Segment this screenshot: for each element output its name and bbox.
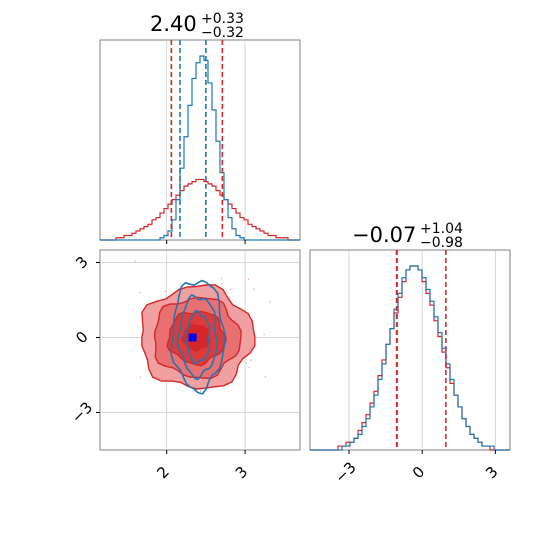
joint-scatter-point (228, 296, 231, 299)
joint-truth-marker-square (188, 333, 197, 342)
marginal-panel-param1-grid (166, 40, 246, 240)
joint-panel-contours (141, 279, 256, 395)
param1-title-upper-error: +0.33 (201, 11, 244, 27)
param2-title-upper-error: +1.04 (420, 221, 463, 237)
param2-title-lower-error: −0.98 (420, 235, 463, 251)
param2-hist-blue (310, 265, 510, 451)
param2-tick-label-2: 3 (482, 463, 501, 482)
joint-panel-y-ticks: −3 0 3 (68, 253, 100, 427)
joint-contour-blue-0 (170, 279, 226, 395)
param2-tick-label-1: 0 (409, 463, 428, 482)
marginal-panel-param2-quantile-lines (395, 250, 447, 450)
marginal-panel-param1-ticks (166, 240, 246, 244)
joint-scatter-point (134, 260, 136, 262)
joint-scatter-point (264, 375, 267, 378)
marginal-panel-param1-quantile-lines (170, 40, 224, 240)
marginal-panel-param2-grid (348, 250, 496, 450)
joint-scatter-point (269, 301, 271, 303)
param1-hist-red (100, 178, 300, 241)
param1-title-value: 2.40 (150, 12, 197, 36)
joint-scatter-point (199, 390, 202, 392)
joint-y-tick-label-1: 0 (72, 328, 91, 347)
joint-panel-truth-marker (188, 333, 197, 342)
marginal-panel-param2: −3 0 3 −0.07 +1.04 −0.98 (309, 221, 511, 487)
param1-hist-blue (100, 55, 300, 241)
param1-title-lower-error: −0.32 (201, 25, 244, 41)
joint-x-tick-label-0: 2 (153, 463, 172, 482)
joint-scatter-point (139, 376, 142, 378)
marginal-panel-param1-frame (99, 39, 301, 241)
joint-scatter-point (248, 366, 250, 369)
marginal-panel-param1-histograms (100, 55, 300, 241)
marginal-panel-param2-histograms (310, 265, 510, 451)
joint-y-tick-label-2: 3 (72, 253, 91, 272)
joint-scatter-point (263, 333, 265, 336)
joint-scatter-point (139, 291, 142, 294)
joint-scatter-point (245, 362, 247, 364)
joint-scatter-point (230, 288, 232, 291)
param2-title-value: −0.07 (352, 223, 416, 247)
joint-contour-blue-2 (184, 309, 211, 365)
joint-scatter-point (253, 288, 255, 290)
joint-scatter-point (250, 359, 252, 362)
joint-scatter-point (164, 290, 167, 293)
joint-scatter-point (247, 278, 250, 281)
marginal-panel-param2-ticks: −3 0 3 (331, 450, 502, 487)
joint-scatter-point (220, 277, 223, 280)
joint-scatter-point (221, 282, 223, 285)
joint-y-tick-label-0: −3 (68, 398, 96, 426)
marginal-panel-param2-frame (309, 249, 511, 451)
param2-tick-label-0: −3 (331, 458, 359, 486)
joint-contour-blue-1 (176, 294, 219, 381)
joint-scatter-point (180, 249, 182, 252)
marginal-panel-param1: 2.40 +0.33 −0.32 (99, 11, 301, 244)
joint-x-tick-label-1: 3 (232, 463, 251, 482)
